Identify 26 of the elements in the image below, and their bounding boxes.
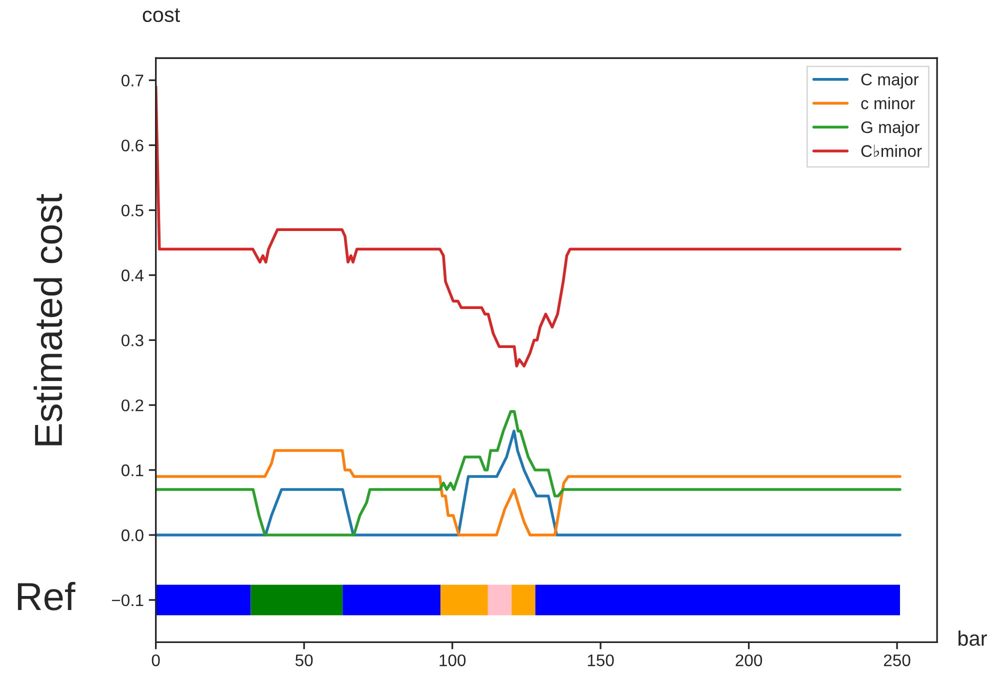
legend-label: G major xyxy=(861,120,920,136)
text: cost xyxy=(142,8,180,22)
legend-label: C♭minor xyxy=(861,144,922,157)
x-tick-label: 200 xyxy=(736,654,762,666)
line-series xyxy=(156,430,902,536)
y-axis-title: Estimated cost xyxy=(34,194,62,446)
y-tick-label: 0.0 xyxy=(122,529,144,542)
x-tick-label: 50 xyxy=(295,654,313,666)
x-tick-label: 100 xyxy=(440,654,466,666)
legend-label: c minor xyxy=(861,97,915,110)
x-tick-label: 150 xyxy=(588,654,614,666)
line-series xyxy=(156,449,902,536)
y-tick-label: −0.1 xyxy=(112,594,144,606)
x-tick-label: 0 xyxy=(152,654,160,666)
line-series xyxy=(156,410,902,536)
y-tick-label: 0.3 xyxy=(122,334,144,346)
legend-label: C major xyxy=(861,73,919,89)
y-tick-label: 0.6 xyxy=(122,140,144,152)
y-tick-label: 0.1 xyxy=(122,464,144,476)
text: Ref xyxy=(18,582,76,610)
y-tick-label: 0.7 xyxy=(122,74,144,86)
x-axis-title: bar xyxy=(958,630,987,646)
y-tick-label: 0.4 xyxy=(122,270,144,282)
x-tick-label: 250 xyxy=(884,654,910,666)
y-tick-label: 0.5 xyxy=(122,204,144,216)
y-tick-label: 0.2 xyxy=(122,399,144,412)
